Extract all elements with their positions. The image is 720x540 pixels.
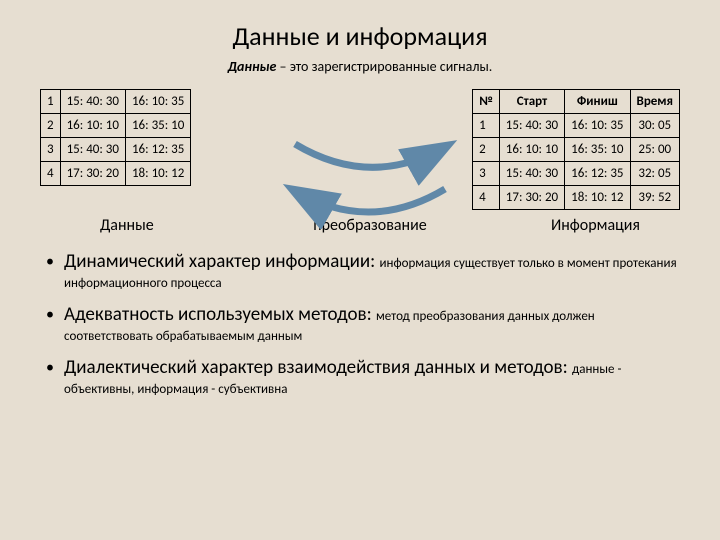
bullet-lead: Адекватность используемых методов: [64,303,376,326]
table-row: 1 15: 40: 30 16: 10: 35 [41,90,191,114]
bullet-lead: Динамический характер информации: [64,250,380,273]
tables-row: 1 15: 40: 30 16: 10: 35 2 16: 10: 10 16:… [40,89,680,210]
label-center: преобразование [240,216,500,235]
right-table: № Старт Финиш Время 1 15: 40: 30 16: 10:… [472,89,680,210]
label-right: Информация [500,216,640,235]
table-header-row: № Старт Финиш Время [473,90,680,114]
bullet-list: Динамический характер информации: информ… [40,249,680,399]
transform-arrow [280,129,460,229]
list-item: Динамический характер информации: информ… [44,249,680,292]
table-row: 3 15: 40: 30 16: 12: 35 32: 05 [473,162,680,186]
table-row: 4 17: 30: 20 18: 10: 12 39: 52 [473,186,680,210]
subtitle-bold: Данные [228,58,277,75]
table-row: 3 15: 40: 30 16: 12: 35 [41,138,191,162]
subtitle: Данные – это зарегистрированные сигналы. [40,58,680,75]
table-row: 1 15: 40: 30 16: 10: 35 30: 05 [473,114,680,138]
list-item: Адекватность используемых методов: метод… [44,302,680,345]
table-row: 4 17: 30: 20 18: 10: 12 [41,162,191,186]
list-item: Диалектический характер взаимодействия д… [44,355,680,398]
table-row: 2 16: 10: 10 16: 35: 10 [41,114,191,138]
labels-row: Данные преобразование Информация [40,216,680,235]
table-row: 2 16: 10: 10 16: 35: 10 25: 00 [473,138,680,162]
page-title: Данные и информация [40,20,680,52]
subtitle-rest: – это зарегистрированные сигналы. [276,58,492,75]
label-left: Данные [100,216,240,235]
left-table: 1 15: 40: 30 16: 10: 35 2 16: 10: 10 16:… [40,89,191,186]
bullet-lead: Диалектический характер взаимодействия д… [64,356,572,379]
